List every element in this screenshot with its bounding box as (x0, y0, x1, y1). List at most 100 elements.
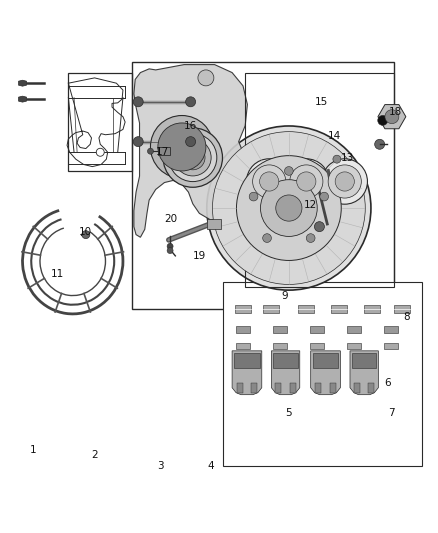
Text: 4: 4 (207, 461, 214, 471)
Polygon shape (273, 353, 298, 368)
Circle shape (187, 151, 199, 164)
Bar (237, 383, 243, 393)
Bar (132, 62, 394, 309)
Circle shape (247, 159, 292, 204)
Circle shape (237, 156, 341, 261)
Bar (223, 282, 422, 466)
Text: 7: 7 (388, 408, 395, 418)
Bar (298, 305, 314, 313)
Circle shape (322, 159, 367, 204)
Circle shape (167, 244, 173, 249)
Text: 11: 11 (51, 270, 64, 279)
Polygon shape (18, 80, 27, 86)
Circle shape (133, 97, 143, 107)
Bar (235, 305, 251, 313)
Text: 1: 1 (30, 445, 37, 455)
Circle shape (284, 159, 329, 204)
Polygon shape (378, 104, 406, 129)
Circle shape (174, 139, 211, 176)
Bar (368, 383, 374, 393)
Text: 18: 18 (389, 108, 403, 117)
Bar (347, 343, 361, 349)
Circle shape (212, 132, 365, 285)
Text: 10: 10 (79, 227, 92, 237)
Bar (68, 72, 132, 171)
Text: 19: 19 (193, 251, 206, 261)
Text: 2: 2 (91, 450, 98, 460)
Circle shape (261, 180, 317, 237)
Polygon shape (272, 351, 300, 395)
Circle shape (306, 233, 315, 243)
Circle shape (276, 195, 302, 221)
Text: 6: 6 (384, 378, 390, 389)
Text: 16: 16 (184, 120, 197, 131)
Text: 17: 17 (155, 147, 169, 157)
Bar (236, 343, 250, 349)
Bar (273, 326, 287, 333)
Circle shape (374, 139, 385, 149)
Circle shape (82, 231, 90, 239)
Bar (385, 326, 399, 333)
Circle shape (285, 167, 293, 175)
Text: 20: 20 (164, 214, 177, 224)
Polygon shape (313, 353, 339, 368)
Circle shape (198, 70, 214, 86)
Text: 8: 8 (403, 312, 410, 322)
Circle shape (328, 165, 361, 198)
Polygon shape (350, 351, 378, 395)
Polygon shape (232, 351, 262, 395)
Text: 5: 5 (286, 408, 292, 418)
Text: 13: 13 (341, 152, 354, 163)
Circle shape (150, 116, 213, 179)
Circle shape (385, 110, 399, 124)
Bar (330, 383, 336, 393)
Circle shape (320, 192, 328, 201)
Circle shape (163, 128, 223, 187)
Circle shape (133, 136, 143, 147)
Circle shape (263, 233, 272, 243)
Polygon shape (134, 64, 250, 237)
Text: 15: 15 (315, 97, 328, 107)
Bar (273, 343, 287, 349)
Bar (290, 383, 296, 393)
Circle shape (297, 172, 316, 191)
Bar (347, 326, 361, 333)
Polygon shape (18, 96, 27, 102)
Bar (159, 147, 170, 155)
Bar (394, 305, 410, 313)
Circle shape (167, 247, 173, 254)
Circle shape (180, 146, 205, 170)
Text: 12: 12 (304, 200, 317, 211)
Bar (245, 72, 394, 287)
Circle shape (335, 172, 354, 191)
Bar (364, 305, 380, 313)
Bar (310, 326, 324, 333)
Circle shape (314, 222, 325, 232)
Bar (207, 219, 221, 229)
Text: 9: 9 (281, 290, 288, 301)
Circle shape (158, 123, 206, 171)
Circle shape (186, 136, 196, 147)
Circle shape (96, 148, 104, 156)
Bar (263, 305, 279, 313)
Bar (354, 383, 360, 393)
Bar (385, 343, 399, 349)
Bar (315, 383, 321, 393)
Bar (310, 343, 324, 349)
Polygon shape (352, 353, 376, 368)
Circle shape (207, 126, 371, 290)
Circle shape (169, 134, 217, 182)
Circle shape (333, 155, 341, 163)
Bar (276, 383, 282, 393)
Circle shape (253, 165, 286, 198)
Circle shape (148, 148, 153, 154)
Polygon shape (234, 353, 260, 368)
Bar (331, 305, 347, 313)
Text: 14: 14 (328, 131, 341, 141)
Circle shape (249, 192, 258, 201)
Bar (236, 326, 250, 333)
Circle shape (290, 165, 323, 198)
Circle shape (260, 172, 279, 191)
Bar (251, 383, 258, 393)
Circle shape (378, 116, 388, 125)
